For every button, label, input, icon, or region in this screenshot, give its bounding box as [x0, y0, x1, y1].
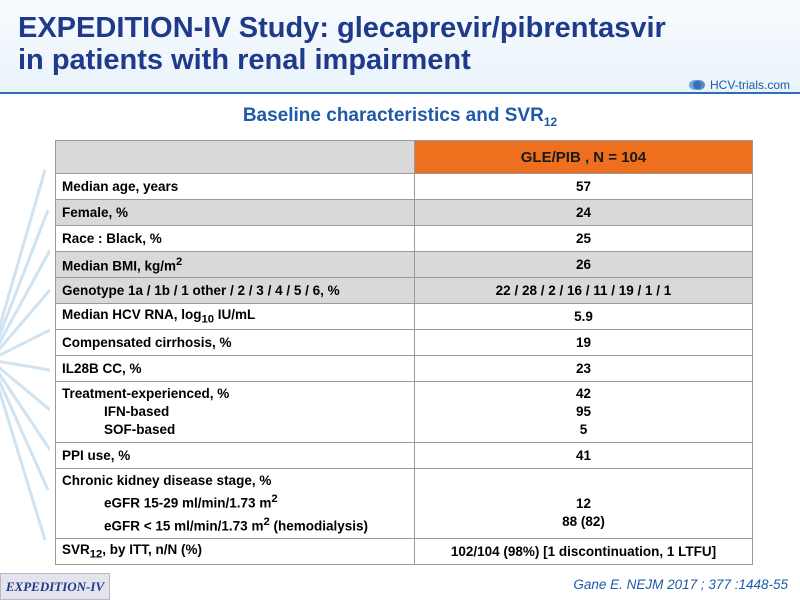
row-label: Genotype 1a / 1b / 1 other / 2 / 3 / 4 /… [55, 277, 415, 304]
row-label: Chronic kidney disease stage, % eGFR 15-… [55, 468, 415, 539]
table-row-ppi: PPI use, % 41 [55, 442, 753, 469]
table-row-il28b: IL28B CC, % 23 [55, 355, 753, 382]
table-row-female: Female, % 24 [55, 199, 753, 226]
table-row-bmi: Median BMI, kg/m2 26 [55, 251, 753, 278]
treatment-value: 42 [575, 386, 592, 401]
ckd-blank [421, 477, 746, 495]
ckd-sub1-label: eGFR 15-29 ml/min/1.73 m2 [62, 490, 408, 513]
row-label: Median HCV RNA, log10 IU/mL [55, 303, 415, 330]
row-value: 22 / 28 / 2 / 16 / 11 / 19 / 1 / 1 [414, 277, 753, 304]
row-label: Median BMI, kg/m2 [55, 251, 415, 278]
table-row-svr: SVR12, by ITT, n/N (%) 102/104 (98%) [1 … [55, 538, 753, 565]
header-empty-cell [55, 140, 415, 174]
table-row-ckd: Chronic kidney disease stage, % eGFR 15-… [55, 468, 753, 539]
row-value: 24 [414, 199, 753, 226]
table-row-age: Median age, years 57 [55, 173, 753, 200]
header-value-cell: GLE/PIB , N = 104 [414, 140, 753, 174]
hcv-trials-logo-icon [689, 80, 705, 90]
row-value: 42 95 5 [414, 381, 753, 443]
bmi-label-text: Median BMI, kg/m [62, 258, 177, 274]
svr-label-pre: SVR [62, 542, 90, 558]
svr-label-post: , by ITT, n/N (%) [102, 542, 203, 558]
ckd-label: Chronic kidney disease stage, % [62, 473, 272, 488]
treatment-sub1-value: 95 [575, 404, 592, 419]
slide-header: EXPEDITION-IV Study: glecaprevir/pibrent… [0, 0, 800, 94]
logo-text: HCV-trials.com [710, 78, 791, 92]
treatment-sub1-label: IFN-based [104, 404, 170, 419]
ckd-sub1-sup: 2 [271, 493, 278, 505]
row-label: Female, % [55, 199, 415, 226]
table-row-cirrhosis: Compensated cirrhosis, % 19 [55, 329, 753, 356]
svr-label-sub: 12 [89, 548, 103, 561]
citation: Gane E. NEJM 2017 ; 377 :1448-55 [573, 577, 788, 592]
header-divider [0, 92, 800, 94]
bmi-label-sup: 2 [176, 255, 183, 268]
row-label: Compensated cirrhosis, % [55, 329, 415, 356]
subtitle-text: Baseline characteristics and SVR [242, 105, 544, 126]
slide-title: EXPEDITION-IV Study: glecaprevir/pibrent… [18, 12, 778, 76]
study-badge: EXPEDITION-IV [0, 573, 110, 600]
treatment-sub2-value: 5 [579, 422, 588, 437]
row-value: 19 [414, 329, 753, 356]
ckd-sub1-value: 12 [575, 495, 592, 511]
row-value: 57 [414, 173, 753, 200]
row-value: 25 [414, 225, 753, 252]
row-value: 102/104 (98%) [1 discontinuation, 1 LTFU… [414, 538, 753, 565]
ckd-sub2-post: (hemodialysis) [269, 518, 368, 533]
table-row-treatment: Treatment-experienced, % IFN-based SOF-b… [55, 381, 753, 443]
table-row-race: Race : Black, % 25 [55, 225, 753, 252]
row-value: 41 [414, 442, 753, 469]
row-label: Treatment-experienced, % IFN-based SOF-b… [55, 381, 415, 443]
table-subtitle: Baseline characteristics and SVR12 [0, 105, 800, 129]
row-label: Median age, years [55, 173, 415, 200]
table-row-hcv-rna: Median HCV RNA, log10 IU/mL 5.9 [55, 303, 753, 330]
ckd-sub2-sup: 2 [263, 515, 270, 528]
ckd-sub2-value: 88 (82) [562, 513, 605, 529]
table-header-row: GLE/PIB , N = 104 [55, 140, 753, 174]
hcv-rna-label-pre: Median HCV RNA, log [62, 307, 202, 323]
hcv-rna-label-sub: 10 [201, 313, 215, 326]
baseline-characteristics-table: GLE/PIB , N = 104 Median age, years 57 F… [55, 140, 753, 565]
row-label: IL28B CC, % [55, 355, 415, 382]
ckd-sub2-text: eGFR < 15 ml/min/1.73 m [104, 518, 264, 533]
row-label: SVR12, by ITT, n/N (%) [55, 538, 415, 565]
ckd-sub2-label: eGFR < 15 ml/min/1.73 m2 (hemodialysis) [62, 513, 408, 536]
hcv-rna-label-post: IU/mL [214, 307, 256, 323]
table-row-genotype: Genotype 1a / 1b / 1 other / 2 / 3 / 4 /… [55, 277, 753, 304]
row-label: Race : Black, % [55, 225, 415, 252]
row-value: 5.9 [414, 303, 753, 330]
treatment-label: Treatment-experienced, % [62, 386, 230, 401]
hcv-trials-logo: HCV-trials.com [688, 78, 790, 92]
treatment-sub2-label: SOF-based [104, 422, 176, 437]
row-label: PPI use, % [55, 442, 415, 469]
subtitle-subscript: 12 [543, 114, 558, 129]
title-line-2: in patients with renal impairment [18, 44, 471, 76]
ckd-sub1-text: eGFR 15-29 ml/min/1.73 m [104, 495, 272, 511]
title-line-1: EXPEDITION-IV Study: glecaprevir/pibrent… [18, 12, 666, 44]
row-value: 12 88 (82) [414, 468, 753, 539]
radial-lines-decoration [0, 169, 50, 541]
row-value: 26 [414, 251, 753, 278]
row-value: 23 [414, 355, 753, 382]
